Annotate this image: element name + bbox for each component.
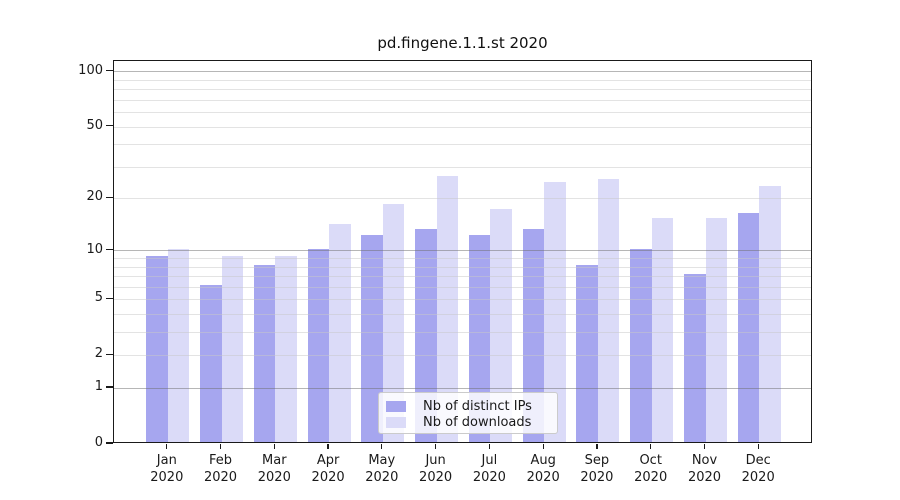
y-tick xyxy=(106,69,113,72)
gridline-major xyxy=(114,387,811,389)
gridline-minor xyxy=(114,266,811,268)
plot-area xyxy=(113,60,812,443)
gridline-major xyxy=(114,249,811,252)
bar-downloads xyxy=(597,179,620,442)
x-tick xyxy=(596,444,598,449)
x-tick xyxy=(542,444,544,449)
legend-item-distinct-ips: Nb of distinct IPs xyxy=(386,398,557,414)
gridline-minor xyxy=(114,299,811,301)
y-tick xyxy=(106,125,113,127)
bar-distinct-ips xyxy=(361,235,383,442)
x-tick xyxy=(650,444,652,449)
x-tick xyxy=(488,444,491,449)
bar-distinct-ips xyxy=(146,256,168,442)
x-tick xyxy=(166,444,168,449)
gridline-minor xyxy=(114,276,811,278)
legend: Nb of distinct IPs Nb of downloads xyxy=(378,392,558,434)
legend-swatch-distinct-ips xyxy=(386,400,406,412)
bar-distinct-ips xyxy=(468,235,491,442)
gridline-minor xyxy=(114,166,811,168)
y-tick xyxy=(106,297,113,300)
x-tick-label: Mar 2020 xyxy=(257,453,291,485)
gridline-minor xyxy=(114,80,811,81)
y-tick-label: 1 xyxy=(94,379,103,395)
bar-distinct-ips xyxy=(253,264,276,442)
y-tick-label: 50 xyxy=(86,117,103,133)
bar-downloads xyxy=(759,185,781,442)
y-tick xyxy=(106,386,113,388)
gridline-major xyxy=(114,71,811,73)
x-tick-label: Apr 2020 xyxy=(311,453,345,485)
bar-distinct-ips xyxy=(576,264,598,442)
bar-downloads xyxy=(167,248,190,442)
bar-downloads xyxy=(651,218,674,442)
y-tick xyxy=(106,353,113,356)
x-tick-label: Feb 2020 xyxy=(203,453,238,485)
gridline-minor xyxy=(114,198,811,200)
gridline-minor xyxy=(114,332,811,334)
x-tick xyxy=(757,444,759,449)
x-tick-label: Sep 2020 xyxy=(580,453,614,485)
legend-label-downloads: Nb of downloads xyxy=(423,414,532,430)
x-tick xyxy=(703,444,706,449)
gridline-minor xyxy=(114,126,811,128)
chart-title: pd.fingene.1.1.st 2020 xyxy=(377,34,548,52)
gridline-minor xyxy=(114,144,811,146)
bar-downloads xyxy=(705,218,727,442)
x-tick xyxy=(327,444,329,449)
gridline-minor xyxy=(114,314,811,316)
y-tick-label: 2 xyxy=(94,346,103,362)
y-tick-label: 100 xyxy=(78,62,103,78)
x-tick-label: Jun 2020 xyxy=(419,453,453,485)
bar-distinct-ips xyxy=(200,285,222,442)
bar-downloads xyxy=(436,176,459,442)
x-tick xyxy=(219,444,222,449)
bar-distinct-ips xyxy=(307,248,330,442)
gridline-minor xyxy=(114,355,811,357)
y-tick xyxy=(106,248,113,251)
y-tick xyxy=(106,442,113,444)
x-tick-label: Nov 2020 xyxy=(687,453,722,485)
x-tick-label: Aug 2020 xyxy=(526,453,560,485)
x-tick-label: Jul 2020 xyxy=(472,453,506,485)
y-tick-label: 10 xyxy=(86,241,103,257)
x-tick xyxy=(273,444,275,449)
x-tick-label: Dec 2020 xyxy=(741,453,775,485)
x-tick-label: May 2020 xyxy=(365,453,399,485)
bar-distinct-ips xyxy=(684,274,706,442)
legend-item-downloads: Nb of downloads xyxy=(386,414,557,430)
gridline-minor xyxy=(114,100,811,101)
bar-distinct-ips xyxy=(630,248,652,442)
bar-downloads xyxy=(382,204,405,442)
y-tick-label: 0 xyxy=(94,435,103,450)
gridline-minor xyxy=(114,89,811,91)
legend-label-distinct-ips: Nb of distinct IPs xyxy=(423,398,532,414)
bar-downloads xyxy=(275,256,297,442)
gridline-minor xyxy=(114,258,811,260)
x-tick xyxy=(434,444,437,449)
x-tick-label: Oct 2020 xyxy=(634,453,668,485)
y-tick-label: 5 xyxy=(94,290,103,306)
gridline-minor xyxy=(114,287,811,288)
y-tick xyxy=(106,196,113,198)
gridline-minor xyxy=(114,112,811,114)
bar-downloads xyxy=(544,182,566,442)
legend-swatch-downloads xyxy=(386,416,406,428)
y-tick-label: 20 xyxy=(86,189,103,205)
bar-downloads xyxy=(221,256,243,442)
bar-distinct-ips xyxy=(737,213,760,442)
x-tick xyxy=(381,444,383,449)
x-tick-label: Jan 2020 xyxy=(150,453,184,485)
